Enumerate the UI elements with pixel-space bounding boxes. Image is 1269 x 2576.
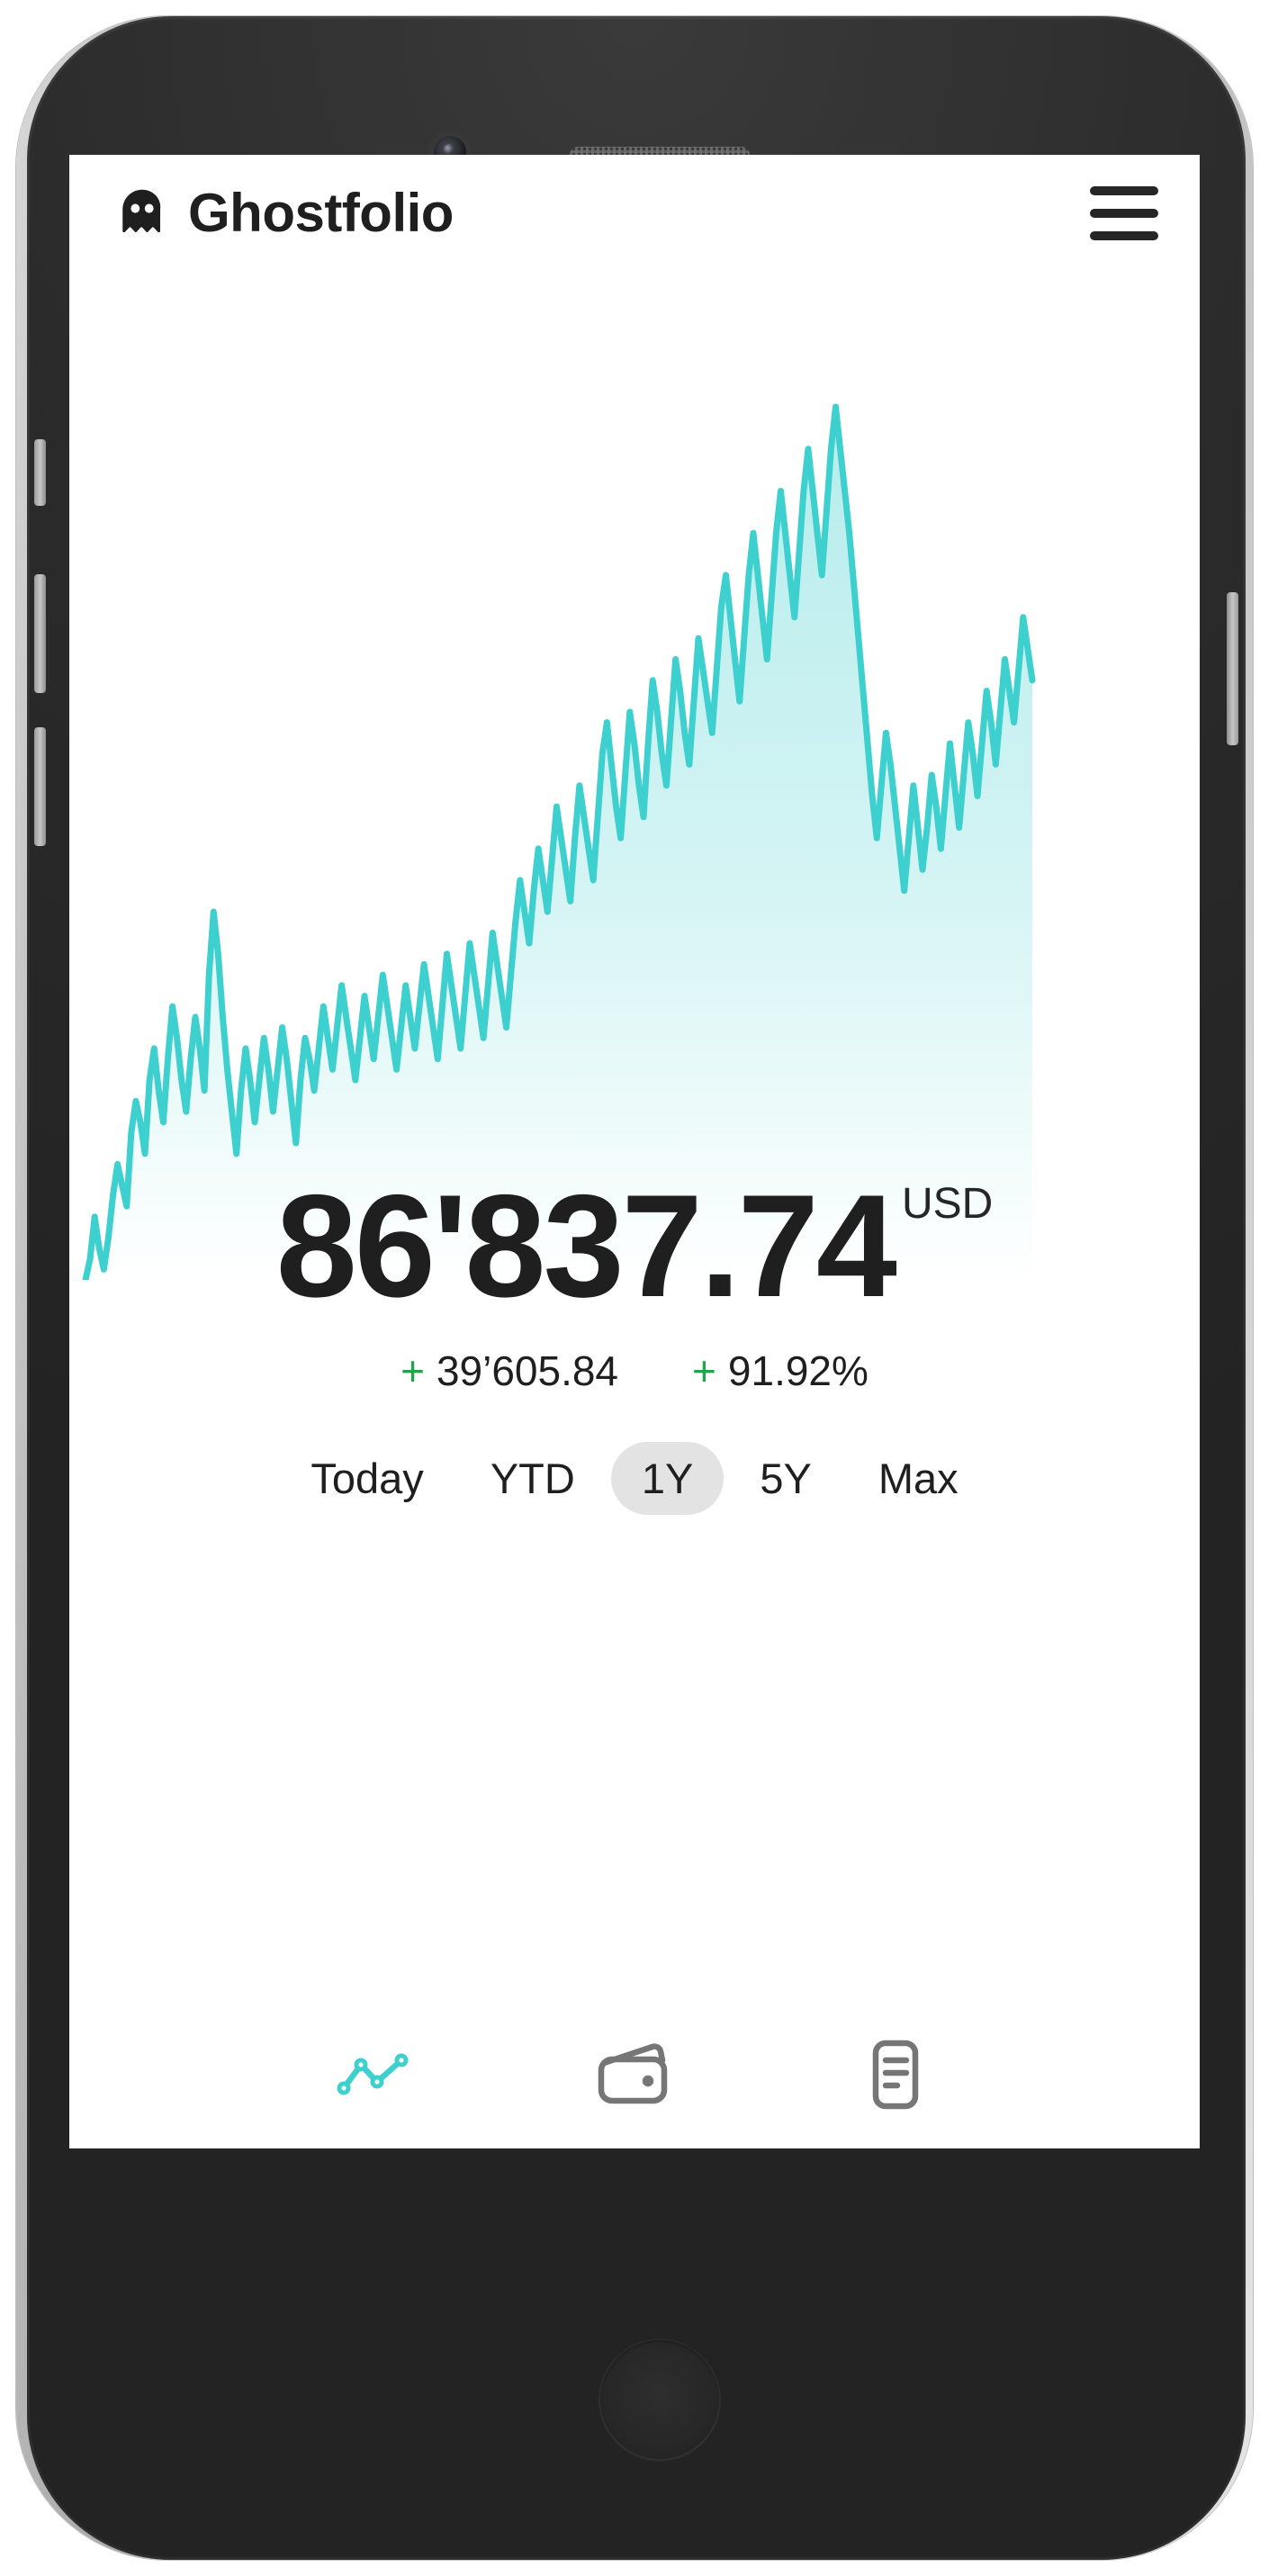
range-chip-max[interactable]: Max: [878, 1455, 958, 1502]
home-button-icon[interactable]: [598, 2338, 721, 2461]
ghost-icon: [122, 189, 161, 233]
document-list-icon: [872, 2040, 919, 2110]
range-chip-1y[interactable]: 1Y: [610, 1442, 724, 1515]
range-chip-today[interactable]: Today: [310, 1455, 424, 1502]
nav-item-overview[interactable]: [324, 2031, 423, 2118]
chart-svg: [82, 403, 1036, 1280]
portfolio-currency: USD: [901, 1180, 994, 1228]
line-chart-icon: [337, 2053, 409, 2095]
power-button[interactable]: [1227, 592, 1238, 745]
change-percent-sign: +: [692, 1347, 716, 1394]
nav-item-activities[interactable]: [846, 2031, 945, 2118]
app-header: Ghostfolio: [69, 155, 1200, 272]
change-percent-value: 91.92%: [727, 1347, 868, 1394]
nav-item-portfolio[interactable]: [585, 2031, 684, 2118]
brand[interactable]: Ghostfolio: [116, 186, 454, 240]
volume-down-button[interactable]: [34, 727, 46, 846]
brand-name: Ghostfolio: [188, 183, 454, 243]
volume-up-button[interactable]: [34, 574, 46, 693]
change-absolute-sign: +: [400, 1347, 425, 1394]
date-range-selector[interactable]: Today YTD 1Y 5Y Max: [69, 1442, 1200, 1515]
silent-switch-button[interactable]: [34, 439, 46, 506]
portfolio-value: 86'837.74: [275, 1165, 897, 1328]
range-chip-ytd[interactable]: YTD: [490, 1455, 575, 1502]
portfolio-change-row: + 39’605.84 + 91.92%: [69, 1347, 1200, 1395]
range-chip-5y[interactable]: 5Y: [760, 1455, 812, 1502]
phone-screen: Ghostfolio 8: [69, 155, 1200, 2148]
change-percent: + 91.92%: [692, 1347, 868, 1395]
hamburger-menu-icon[interactable]: [1090, 186, 1158, 240]
change-absolute-value: 39’605.84: [436, 1347, 619, 1394]
portfolio-performance-chart[interactable]: [69, 272, 1200, 1280]
wallet-icon: [598, 2043, 668, 2104]
portfolio-value-block: 86'837.74 USD + 39’605.84 + 91.92%: [69, 1174, 1200, 1395]
change-absolute: + 39’605.84: [400, 1347, 618, 1395]
bottom-navigation: [69, 2031, 1200, 2118]
